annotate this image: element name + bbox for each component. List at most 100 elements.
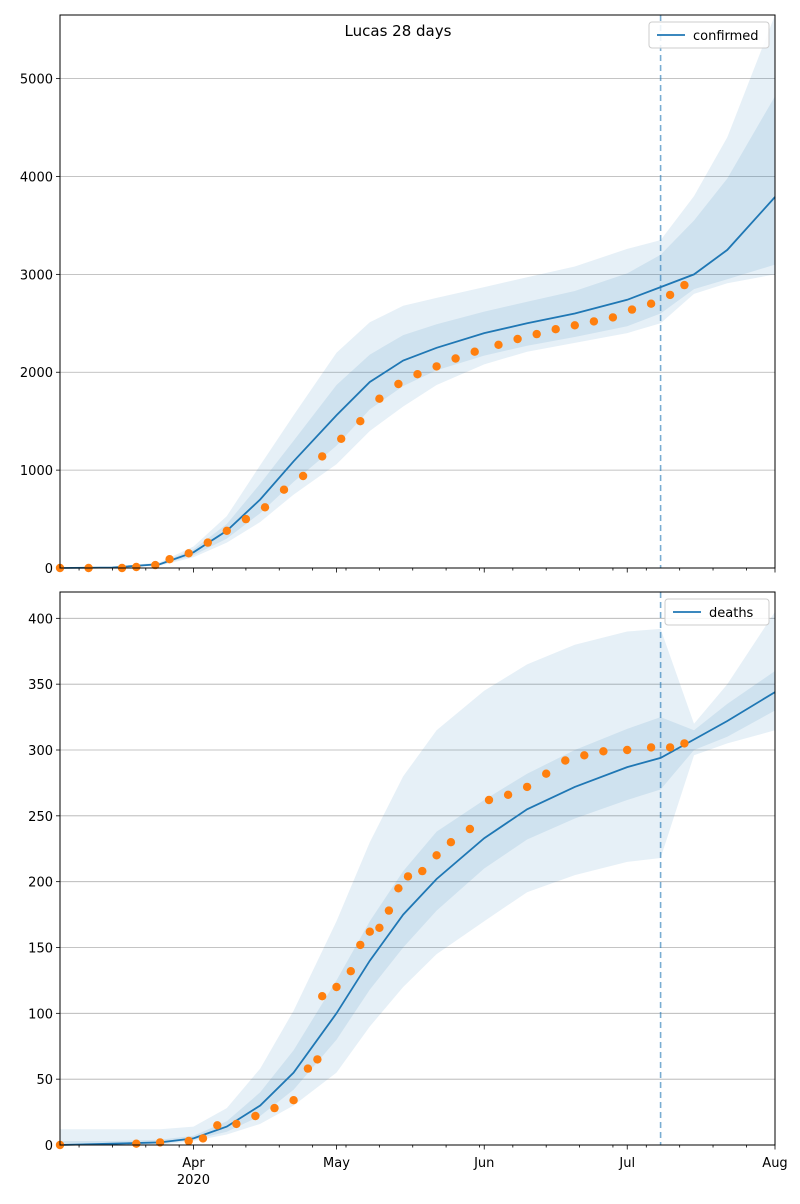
x-tick-label: Jul bbox=[618, 1156, 635, 1171]
axes-frame bbox=[59, 14, 776, 569]
observed-point bbox=[608, 313, 618, 322]
observed-point bbox=[203, 538, 212, 547]
observed-point bbox=[241, 514, 251, 524]
y-tick-label: 300 bbox=[28, 744, 53, 759]
observed-point bbox=[484, 795, 494, 805]
observed-point bbox=[599, 747, 608, 756]
observed-point bbox=[646, 299, 656, 308]
observed-point bbox=[394, 884, 403, 893]
y-tick-label: 100 bbox=[28, 1007, 53, 1022]
y-tick-label: 1000 bbox=[20, 464, 53, 479]
observed-point bbox=[151, 560, 160, 570]
uncertainty-band bbox=[60, 611, 775, 1145]
observed-point bbox=[332, 982, 341, 992]
observed-point bbox=[356, 417, 365, 426]
observed-point bbox=[503, 790, 513, 799]
chart-title: Lucas 28 days bbox=[345, 22, 452, 40]
observed-point bbox=[532, 329, 541, 339]
observed-point bbox=[432, 851, 441, 860]
x-tick-label: Aug bbox=[762, 1156, 787, 1171]
x-tick-label: May bbox=[323, 1156, 350, 1171]
confirmed-panel: 0 1000 2000 3000 4000 5000 Lucas 28 days confir… bbox=[20, 14, 776, 577]
observed-point bbox=[298, 471, 308, 481]
observed-point bbox=[646, 743, 656, 752]
observed-point bbox=[289, 1096, 298, 1105]
legend-label: deaths bbox=[709, 606, 754, 621]
observed-point bbox=[337, 434, 346, 443]
observed-point bbox=[470, 347, 479, 356]
observed-point bbox=[356, 940, 365, 950]
observed-point bbox=[184, 549, 193, 558]
x-tick-label: Jun bbox=[473, 1156, 494, 1171]
observed-point bbox=[251, 1111, 260, 1121]
observed-point bbox=[494, 340, 503, 349]
observed-point bbox=[384, 906, 394, 915]
observed-point bbox=[184, 1136, 193, 1146]
y-tick-label: 0 bbox=[45, 1139, 53, 1154]
observed-point bbox=[318, 452, 327, 461]
y-tick-label: 0 bbox=[45, 562, 53, 577]
observed-point bbox=[580, 751, 589, 760]
observed-point bbox=[542, 769, 551, 778]
observed-point bbox=[570, 321, 579, 330]
observed-point bbox=[432, 362, 441, 371]
observed-point bbox=[279, 485, 289, 494]
y-tick-label: 350 bbox=[28, 678, 53, 693]
observed-point bbox=[165, 555, 174, 564]
y-tick-label: 200 bbox=[28, 876, 53, 891]
observed-point bbox=[665, 743, 675, 752]
observed-point bbox=[627, 305, 637, 314]
observed-point bbox=[418, 866, 427, 876]
observed-point bbox=[680, 280, 689, 290]
legend-label: confirmed bbox=[693, 29, 759, 44]
observed-point bbox=[394, 379, 403, 389]
y-tick-label: 250 bbox=[28, 810, 53, 825]
observed-point bbox=[589, 317, 599, 326]
observed-point bbox=[313, 1055, 322, 1064]
observed-point bbox=[318, 992, 327, 1001]
y-tick-label: 50 bbox=[36, 1073, 53, 1088]
observed-point bbox=[213, 1121, 222, 1130]
deaths-panel: 0 50 100 150 200 250 300 350 400 Apr 2020 May Jun Jul… bbox=[28, 591, 788, 1188]
observed-point bbox=[232, 1119, 241, 1129]
legend-box bbox=[648, 21, 770, 49]
observed-point bbox=[413, 370, 422, 379]
observed-point bbox=[375, 923, 384, 932]
uncertainty-band bbox=[60, 671, 775, 1145]
observed-point bbox=[198, 1134, 208, 1143]
observed-point bbox=[303, 1064, 313, 1073]
observed-point bbox=[551, 325, 560, 334]
observed-point bbox=[403, 872, 413, 881]
x-tick-label: Apr bbox=[182, 1156, 205, 1171]
y-tick-label: 4000 bbox=[20, 170, 53, 185]
observed-point bbox=[132, 562, 141, 572]
observed-point bbox=[222, 526, 231, 535]
y-tick-label: 2000 bbox=[20, 366, 53, 381]
uncertainty-band bbox=[60, 15, 775, 568]
observed-point bbox=[446, 838, 456, 847]
observed-point bbox=[132, 1139, 141, 1148]
observed-point bbox=[451, 354, 460, 363]
y-tick-label: 3000 bbox=[20, 268, 53, 283]
y-tick-label: 5000 bbox=[20, 73, 53, 88]
observed-point bbox=[270, 1103, 279, 1113]
observed-point bbox=[346, 967, 355, 976]
legend-box bbox=[664, 598, 770, 626]
observed-point bbox=[522, 782, 532, 792]
observed-point bbox=[680, 739, 689, 748]
y-tick-label: 150 bbox=[28, 942, 53, 957]
observed-point bbox=[665, 290, 675, 300]
observed-point bbox=[260, 503, 270, 512]
y-tick-label: 400 bbox=[28, 612, 53, 627]
observed-point bbox=[365, 927, 374, 936]
observed-point bbox=[513, 334, 522, 344]
x-tick-sublabel: 2020 bbox=[177, 1173, 210, 1188]
observed-point bbox=[465, 824, 475, 834]
observed-point bbox=[561, 756, 570, 765]
axes-frame bbox=[59, 591, 776, 1146]
observed-point bbox=[375, 394, 384, 403]
observed-point bbox=[623, 745, 632, 755]
uncertainty-band bbox=[60, 96, 775, 568]
